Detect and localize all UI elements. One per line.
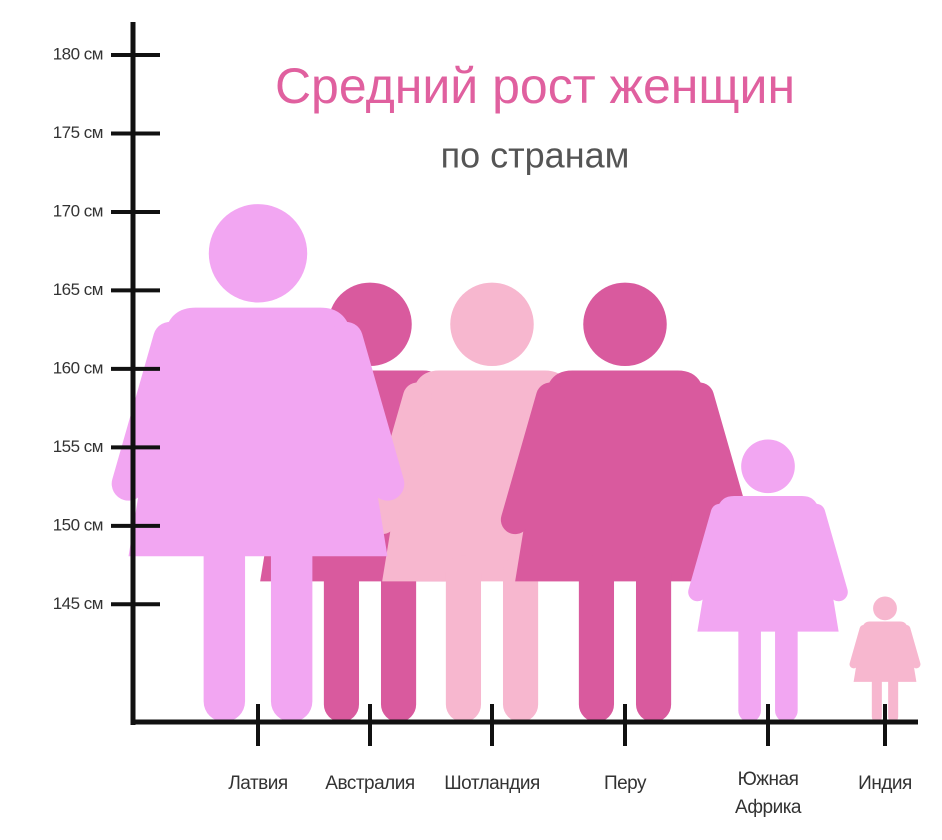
figure-dress: [515, 370, 735, 582]
figure-arm: [500, 382, 565, 535]
figure-head: [450, 282, 534, 367]
figure-arm: [329, 321, 405, 501]
figure-arm: [688, 503, 730, 602]
y-tick-label: 160 см: [53, 358, 103, 377]
figure-head: [583, 282, 667, 367]
x-tick-label: Перу: [604, 773, 647, 794]
y-tick-label: 150 см: [53, 515, 103, 534]
y-tick-label: 180 см: [53, 44, 103, 63]
figure-head: [741, 439, 795, 494]
chart-subtitle: по странам: [441, 135, 630, 176]
x-tick-label: Австралия: [325, 773, 414, 794]
figure-dress: [128, 307, 388, 557]
person-figure: [849, 596, 921, 723]
y-tick-label: 155 см: [53, 437, 103, 456]
x-tick-label: Индия: [858, 773, 912, 794]
y-tick-label: 145 см: [53, 594, 103, 613]
figure-dress: [853, 621, 917, 682]
chart-title: Средний рост женщин: [275, 58, 795, 114]
person-figure: [688, 439, 848, 723]
x-tick-label: Южная Африка: [735, 769, 802, 818]
person-figure: [111, 204, 405, 723]
figure-head: [873, 596, 897, 621]
person-figure: [500, 282, 750, 722]
x-tick-label: Латвия: [228, 773, 287, 794]
figure-arm: [902, 625, 921, 669]
y-tick-label: 175 см: [53, 123, 103, 142]
y-tick-label: 170 см: [53, 201, 103, 220]
figure-dress: [697, 496, 839, 632]
x-tick-label: Шотландия: [444, 773, 539, 794]
figure-arm: [806, 503, 848, 602]
figure-head: [208, 204, 308, 303]
figure-arm: [849, 625, 868, 669]
y-tick-label: 165 см: [53, 280, 103, 299]
